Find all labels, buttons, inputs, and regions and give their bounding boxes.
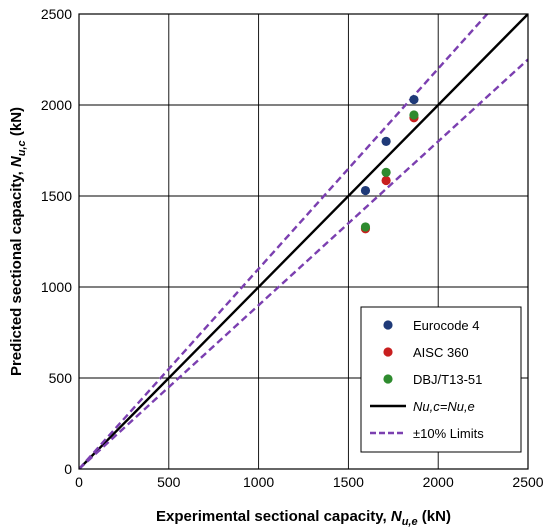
- data-points: [360, 94, 419, 234]
- legend-label: ±10% Limits: [413, 426, 484, 441]
- x-axis-title-symbol: N: [391, 508, 403, 525]
- y-axis-title-symbol: N: [8, 155, 25, 167]
- data-point: [409, 94, 419, 105]
- legend-label: DBJ/T13-51: [413, 372, 482, 387]
- y-axis-title-main: Predicted sectional capacity,: [8, 167, 25, 376]
- legend: Eurocode 4 AISC 360 DBJ/T13-51 Nu,c=Nu,e ±10…: [360, 306, 522, 453]
- x-tick-label: 1500: [333, 474, 364, 490]
- legend-label: Eurocode 4: [413, 318, 480, 333]
- plot-frame: [78, 13, 529, 470]
- limit-line: [79, 58, 528, 469]
- y-axis-title: Predicted sectional capacity, Nu,c (kN): [8, 107, 28, 376]
- x-axis-title-main: Experimental sectional capacity,: [156, 508, 391, 525]
- x-tick-label: 2500: [512, 474, 543, 490]
- x-axis-title: Experimental sectional capacity, Nu,e (k…: [156, 508, 451, 528]
- y-tick-label: 1000: [41, 279, 72, 295]
- data-point: [381, 136, 391, 146]
- legend-items: Eurocode 4 AISC 360 DBJ/T13-51 Nu,c=Nu,e ±10…: [370, 318, 484, 441]
- equality-line: [79, 14, 528, 469]
- y-axis-title-unit: (kN): [8, 107, 25, 140]
- tick-labels: 0 500 1000 1500 2000 2500 0 500 1000 1500 2000 2500: [41, 6, 544, 490]
- data-point: [381, 175, 391, 186]
- x-tick-label: 2000: [423, 474, 454, 490]
- y-tick-label: 2500: [41, 6, 72, 22]
- legend-marker: [383, 320, 393, 330]
- y-tick-label: 0: [64, 461, 72, 477]
- grid-lines: [79, 14, 528, 469]
- y-tick-label: 1500: [41, 188, 72, 204]
- legend-marker: [383, 347, 393, 357]
- limit-line: [79, 14, 489, 469]
- x-axis-title-subscript: u,e: [402, 516, 418, 528]
- y-tick-label: 500: [49, 370, 73, 386]
- data-point: [381, 167, 391, 177]
- y-axis-title-subscript: u,c: [16, 140, 28, 156]
- legend-label: AISC 360: [413, 345, 469, 360]
- x-tick-label: 1000: [243, 474, 274, 490]
- x-tick-label: 0: [75, 474, 83, 490]
- data-point: [409, 110, 419, 120]
- reference-lines: [79, 14, 528, 469]
- data-point: [360, 185, 371, 196]
- legend-marker: [383, 374, 393, 384]
- data-point: [360, 222, 371, 232]
- x-tick-label: 500: [157, 474, 181, 490]
- legend-label: Nu,c=Nu,e: [413, 399, 475, 414]
- y-tick-label: 2000: [41, 97, 72, 113]
- x-axis-title-unit: (kN): [418, 508, 451, 525]
